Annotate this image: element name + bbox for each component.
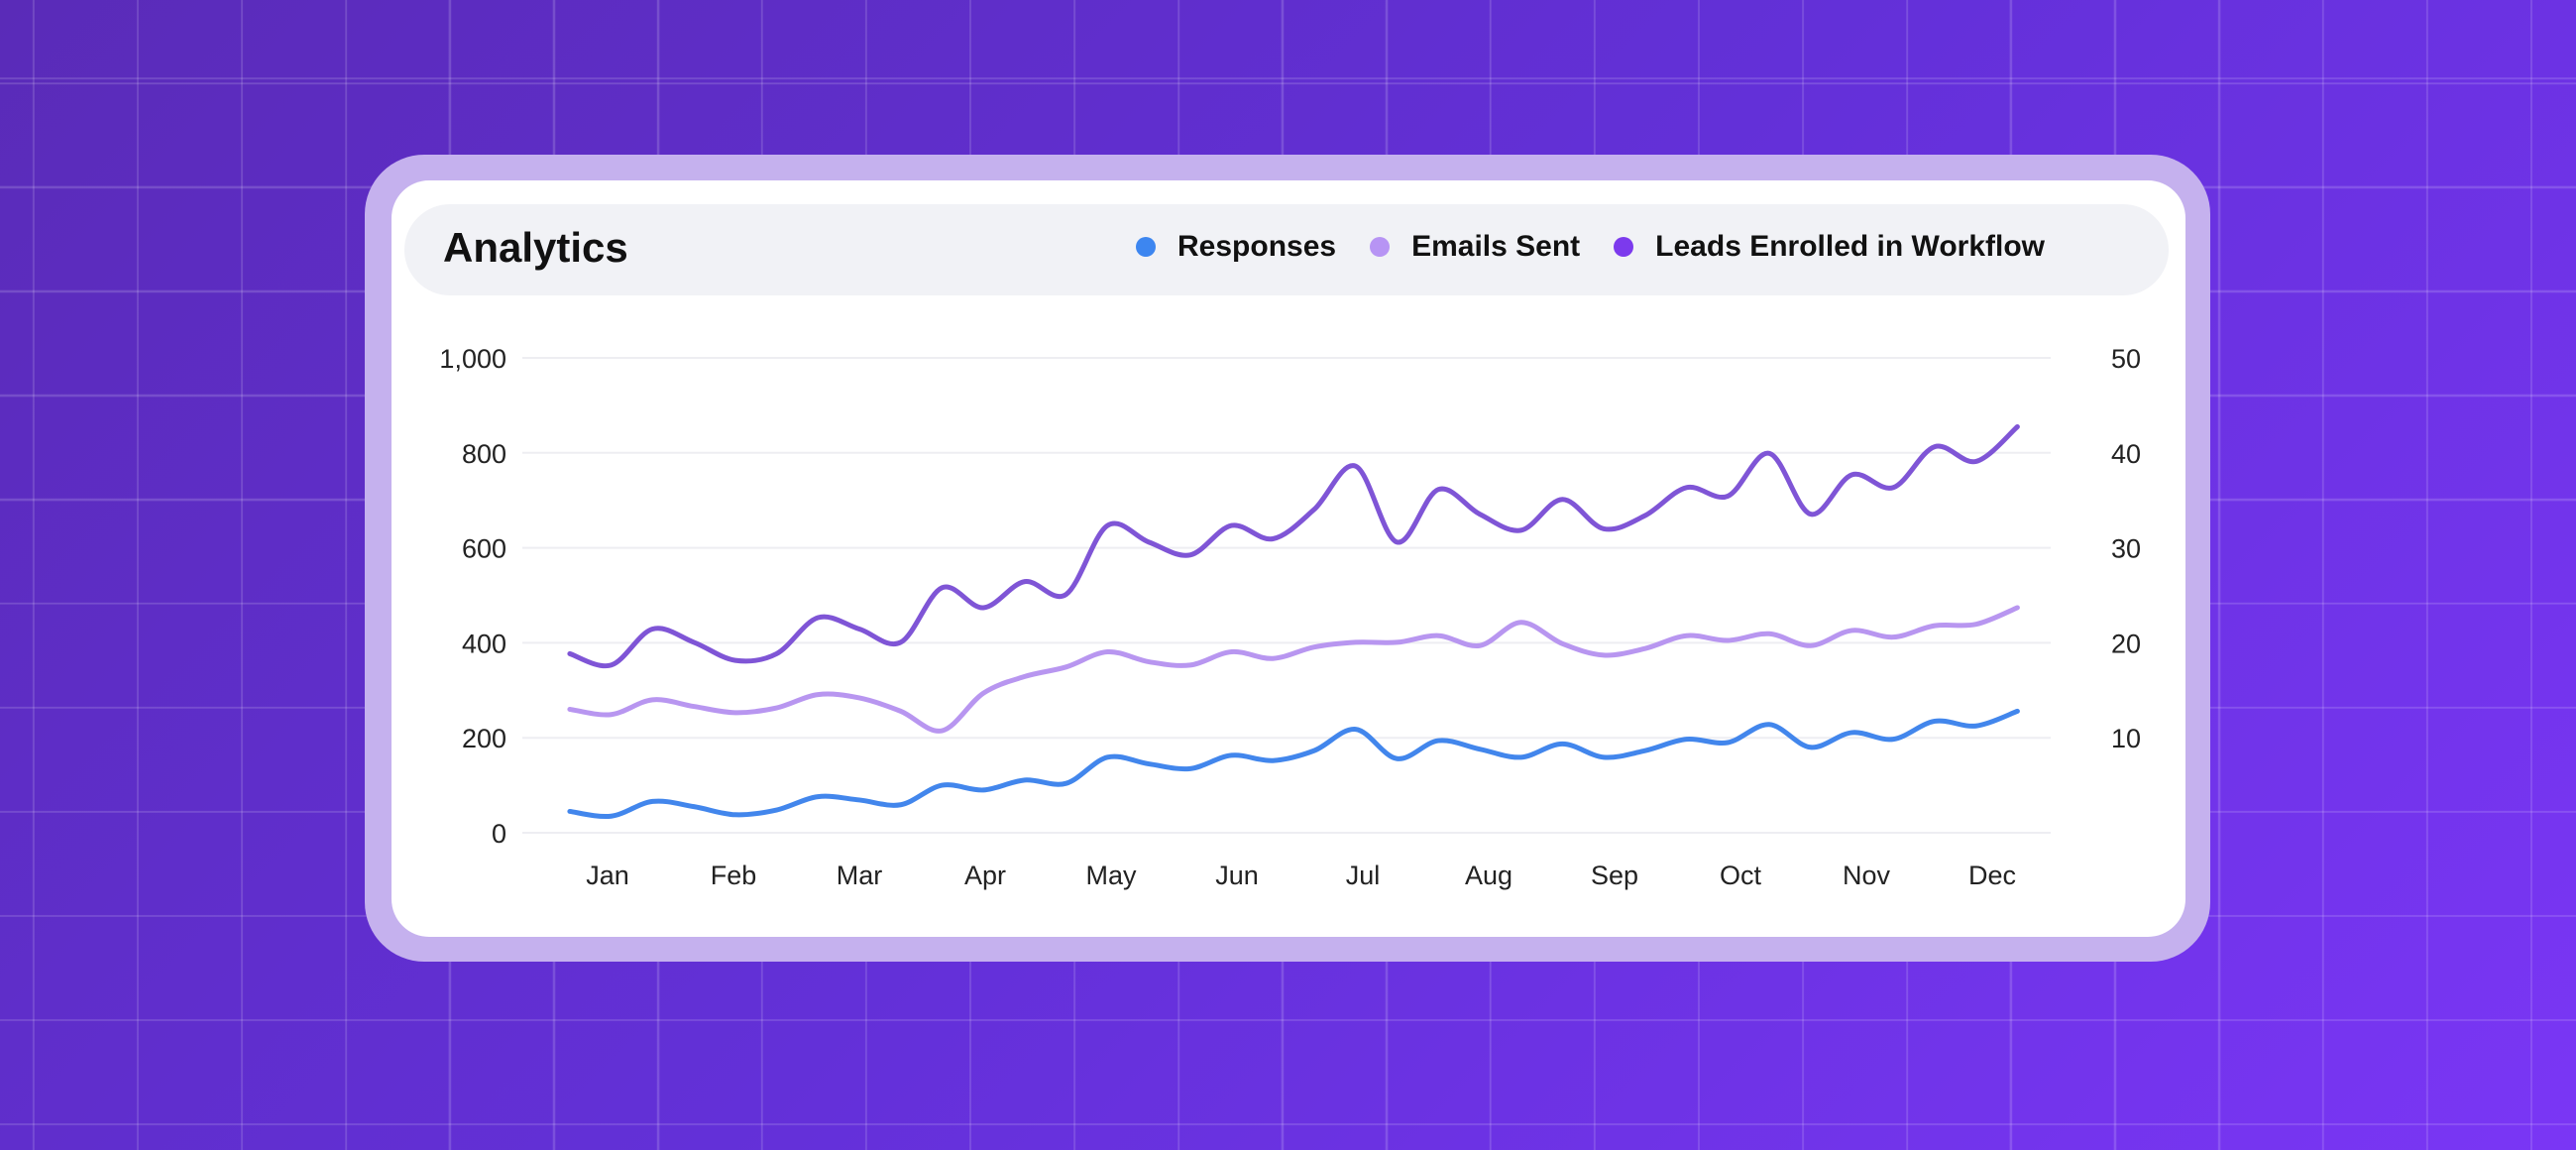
left-axis-tick-label: 800 (462, 439, 506, 469)
right-axis-tick-label: 20 (2111, 629, 2141, 658)
left-axis-tick-label: 200 (462, 724, 506, 753)
left-axis-tick-label: 400 (462, 629, 506, 658)
x-axis-tick-label: Oct (1720, 861, 1762, 890)
left-axis-tick-label: 1,000 (439, 344, 506, 374)
right-axis-tick-label: 30 (2111, 534, 2141, 564)
x-axis-tick-label: Aug (1465, 861, 1512, 890)
legend-dot-icon (1136, 237, 1157, 257)
x-axis-tick-label: Feb (711, 861, 757, 890)
chart-title: Analytics (443, 224, 628, 271)
series-line-leads-enrolled-in-workflow (567, 423, 2020, 669)
x-axis-tick-label: Sep (1591, 861, 1638, 890)
x-axis-tick-label: Mar (837, 861, 883, 890)
x-axis-tick-label: May (1085, 861, 1137, 890)
series-line-responses (567, 708, 2020, 820)
right-axis-tick-label: 40 (2111, 439, 2141, 469)
x-axis-tick-label: Jun (1215, 861, 1259, 890)
right-axis-tick-label: 50 (2111, 344, 2141, 374)
analytics-card (392, 180, 2185, 937)
series-line-emails-sent (567, 605, 2020, 734)
legend-item-emails-sent[interactable]: Emails Sent (1370, 230, 1580, 264)
legend: Responses Emails Sent Leads Enrolled in … (1102, 230, 2045, 264)
left-axis-tick-label: 0 (492, 819, 506, 849)
legend-item-responses[interactable]: Responses (1136, 230, 1336, 264)
x-axis-tick-label: Jul (1346, 861, 1381, 890)
legend-label: Emails Sent (1411, 230, 1581, 263)
card-header (404, 204, 2169, 295)
legend-item-leads-enrolled[interactable]: Leads Enrolled in Workflow (1614, 230, 2045, 264)
right-axis-tick-label: 10 (2111, 724, 2141, 753)
x-axis-tick-label: Nov (1843, 861, 1891, 890)
legend-label: Leads Enrolled in Workflow (1655, 230, 2045, 263)
x-axis-tick-label: Dec (1968, 861, 2016, 890)
legend-dot-icon (1370, 237, 1391, 257)
left-axis-tick-label: 600 (462, 534, 506, 564)
x-axis-tick-label: Jan (586, 861, 629, 890)
legend-label: Responses (1177, 230, 1337, 263)
x-axis-tick-label: Apr (964, 861, 1006, 890)
legend-dot-icon (1614, 237, 1634, 257)
